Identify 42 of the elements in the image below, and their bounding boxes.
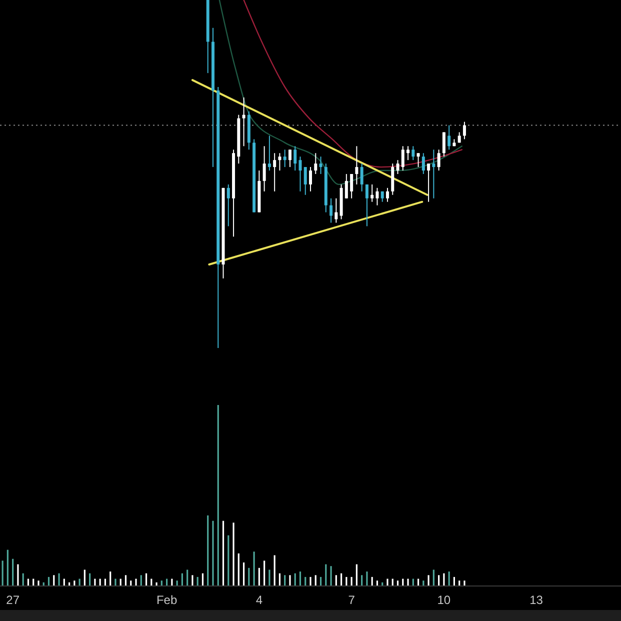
candlestick bbox=[386, 187, 389, 202]
candlestick bbox=[462, 121, 466, 140]
candlestick bbox=[365, 184, 368, 227]
candlestick bbox=[406, 146, 410, 161]
candlestick bbox=[309, 166, 312, 192]
x-tick-label: 13 bbox=[530, 593, 544, 607]
candlestick bbox=[283, 149, 286, 168]
candlestick bbox=[432, 149, 436, 199]
candlestick bbox=[334, 198, 338, 224]
candlestick bbox=[262, 146, 266, 192]
candlestick bbox=[242, 96, 246, 147]
x-tick-label: Feb bbox=[156, 593, 178, 607]
candlestick bbox=[427, 163, 430, 202]
candlestick bbox=[344, 174, 348, 199]
candlestick bbox=[437, 149, 440, 172]
candlestick bbox=[268, 135, 271, 172]
x-tick-label: 7 bbox=[348, 593, 356, 607]
candlestick bbox=[355, 146, 358, 185]
candlestick bbox=[226, 184, 230, 227]
candlestick bbox=[350, 174, 354, 199]
candlestick bbox=[396, 160, 400, 174]
candlestick bbox=[422, 152, 425, 174]
candlestick bbox=[288, 149, 292, 168]
candlestick bbox=[442, 132, 446, 158]
x-tick-label: 10 bbox=[437, 593, 451, 607]
candlestick bbox=[360, 163, 364, 192]
candlestick bbox=[294, 146, 297, 172]
candlestick bbox=[416, 152, 420, 168]
candlestick bbox=[298, 156, 302, 192]
x-tick-label: 27 bbox=[6, 593, 20, 607]
candlestick bbox=[330, 198, 333, 224]
x-tick-label: 4 bbox=[256, 593, 263, 607]
candlestick bbox=[376, 187, 379, 206]
candlestick bbox=[370, 184, 374, 202]
candlestick bbox=[412, 146, 415, 161]
candlestick bbox=[273, 152, 276, 192]
candlestick bbox=[278, 152, 282, 172]
candlestick bbox=[319, 156, 322, 174]
candlestick bbox=[304, 166, 307, 196]
candlestick bbox=[401, 146, 404, 172]
candlestick bbox=[314, 152, 318, 174]
candlestick bbox=[448, 124, 451, 150]
